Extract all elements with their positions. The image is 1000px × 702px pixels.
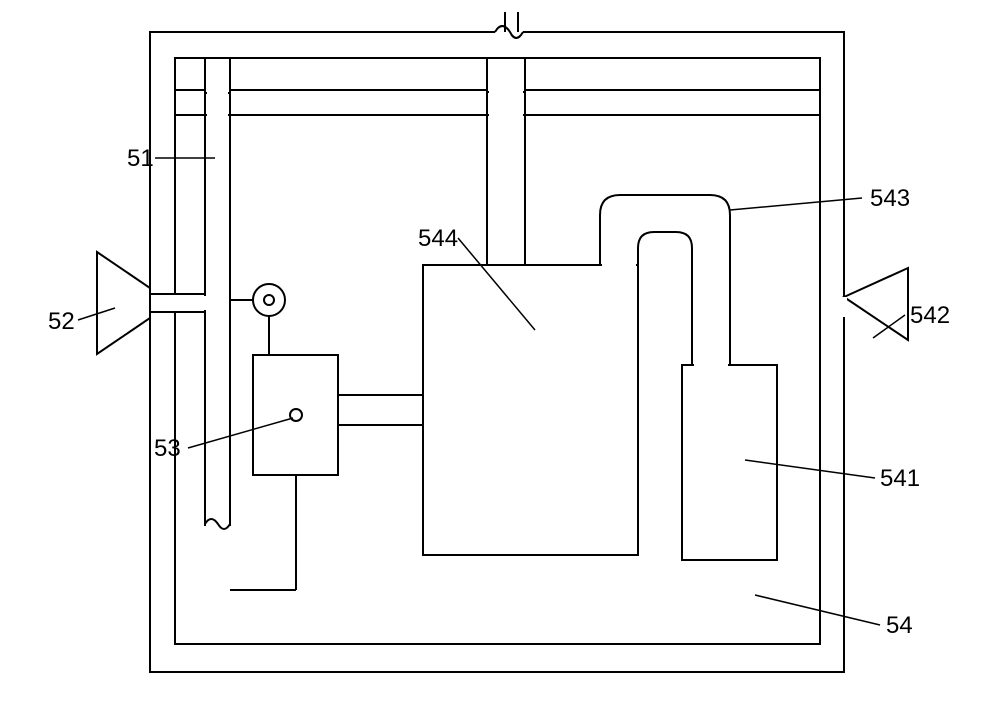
leader-54 — [755, 595, 880, 625]
outlet-542 — [844, 268, 908, 340]
funnel-52 — [97, 252, 150, 354]
label-541: 541 — [880, 465, 920, 493]
diagram-canvas: 51 52 53 54 541 542 543 544 — [0, 0, 1000, 702]
bar-51 — [205, 58, 230, 526]
label-542: 542 — [910, 302, 950, 330]
label-51: 51 — [127, 145, 154, 173]
leader-543 — [730, 198, 862, 210]
pipe-top — [487, 115, 525, 267]
diagram-svg — [0, 0, 1000, 702]
label-53: 53 — [154, 435, 181, 463]
label-544: 544 — [418, 225, 458, 253]
label-54: 54 — [886, 612, 913, 640]
box-544 — [423, 265, 638, 555]
label-52: 52 — [48, 308, 75, 336]
label-543: 543 — [870, 185, 910, 213]
box-53-dot — [290, 409, 302, 421]
pulley-inner — [264, 295, 274, 305]
connector-53-544 — [338, 395, 423, 425]
funnel-tube — [150, 294, 205, 312]
